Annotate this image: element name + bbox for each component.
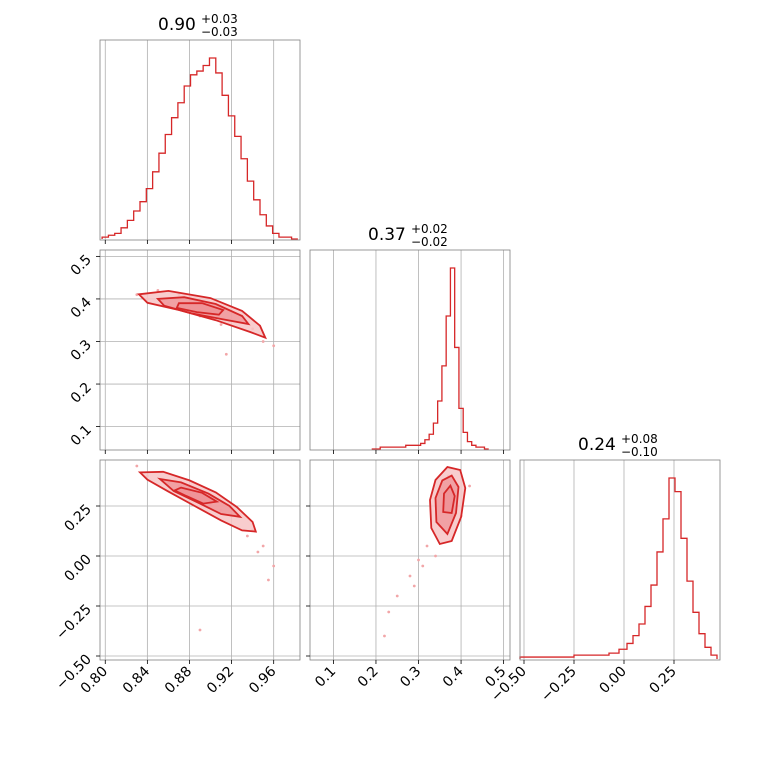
title-upper-error: +0.02 <box>411 222 448 236</box>
contour-line <box>137 470 258 533</box>
sample-point <box>408 574 412 578</box>
title-upper-error: +0.08 <box>621 432 658 446</box>
x-tick-label: 0.92 <box>204 664 237 697</box>
sample-point <box>272 564 276 568</box>
contour-fill <box>176 303 224 315</box>
title-upper-error: +0.03 <box>201 12 238 26</box>
contour-fill <box>174 487 217 504</box>
title-lower-error: −0.02 <box>411 235 448 249</box>
sample-point <box>261 340 265 343</box>
contour-line <box>175 302 225 316</box>
sample-point <box>261 544 265 548</box>
title-lower-error: −0.10 <box>621 445 658 459</box>
sample-point <box>421 564 425 568</box>
histogram-panel: 0.37 +0.02−0.02 <box>309 222 511 454</box>
sample-point <box>224 352 228 356</box>
panel-title: 0.37 <box>368 225 406 245</box>
histogram-panel: −0.50 −0.25 0.00 0.250.24 +0.08−0.10 <box>488 432 721 706</box>
sample-point <box>395 594 399 598</box>
title-lower-error: −0.03 <box>201 25 238 39</box>
axis-frame <box>99 39 301 241</box>
sample-point <box>135 464 139 468</box>
histogram-step <box>101 57 298 240</box>
contour-fill <box>443 485 455 513</box>
x-tick-label: 0.2 <box>355 664 382 691</box>
x-tick-label: 0.84 <box>120 663 153 696</box>
scatter-panel: 0.80 0.84 0.88 0.92 0.96−0.50−0.250.000.25 <box>53 459 301 697</box>
contour-line <box>155 296 251 326</box>
axis-frame <box>309 249 511 451</box>
x-tick-label: −0.25 <box>538 664 580 706</box>
sample-point <box>198 628 202 632</box>
axis-frame <box>99 249 301 451</box>
contour-line <box>434 474 460 536</box>
y-tick-label: 0.5 <box>68 252 95 279</box>
contour-line <box>172 486 220 505</box>
sample-point <box>425 544 429 548</box>
sample-point <box>256 550 260 554</box>
x-tick-label: 0.3 <box>397 664 424 691</box>
sample-point <box>387 610 391 614</box>
x-tick-label: 0.25 <box>646 664 679 697</box>
y-tick-label: 0.2 <box>68 380 95 407</box>
contour-line <box>429 466 467 546</box>
histogram-step <box>371 267 489 450</box>
x-tick-label: 0.4 <box>440 663 467 690</box>
sample-point <box>383 634 386 638</box>
sample-point <box>412 584 416 588</box>
y-tick-label: 0.25 <box>61 502 94 535</box>
sample-point <box>434 554 437 558</box>
sample-point <box>468 484 471 488</box>
y-tick-label: 0.4 <box>68 294 95 321</box>
axis-frame <box>99 459 301 661</box>
y-tick-label: −0.25 <box>53 602 95 644</box>
x-tick-label: 0.1 <box>312 664 339 691</box>
histogram-step <box>519 477 718 659</box>
axis-frame <box>309 459 511 661</box>
x-tick-label: 0.96 <box>246 663 279 696</box>
axis-frame <box>519 459 721 661</box>
sample-point <box>417 558 420 562</box>
panel-title: 0.90 <box>158 15 196 35</box>
contour-line <box>157 477 243 519</box>
y-tick-label: 0.3 <box>68 337 95 364</box>
contour-line <box>442 483 456 514</box>
sample-point <box>245 534 249 538</box>
sample-point <box>267 578 270 582</box>
scatter-panel: 0.1 0.2 0.3 0.4 0.5 <box>68 249 301 454</box>
panel-title: 0.24 <box>578 435 616 455</box>
y-tick-label: 0.1 <box>68 422 95 449</box>
histogram-panel: 0.90 +0.03−0.03 <box>99 12 301 244</box>
sample-point <box>219 323 223 326</box>
x-tick-label: 0.88 <box>162 664 195 697</box>
sample-point <box>272 344 276 348</box>
x-tick-label: 0.00 <box>596 664 629 697</box>
y-tick-label: 0.00 <box>61 552 94 585</box>
